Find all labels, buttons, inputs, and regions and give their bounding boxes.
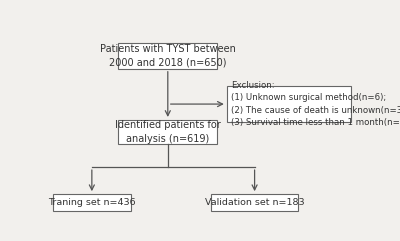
Bar [53,194,130,211]
Bar [118,120,218,144]
Bar [211,194,298,211]
Bar [118,43,218,69]
Text: Traning set n=436: Traning set n=436 [48,198,136,207]
Text: Exclusion:
(1) Unknown surgical method(n=6);
(2) The cause of death is unknown(n: Exclusion: (1) Unknown surgical method(n… [231,81,400,127]
Text: Identified patients for
analysis (n=619): Identified patients for analysis (n=619) [115,120,221,144]
Text: Validation set n=183: Validation set n=183 [205,198,304,207]
Text: Patients with TYST between
2000 and 2018 (n=650): Patients with TYST between 2000 and 2018… [100,44,236,68]
Bar [227,87,351,122]
